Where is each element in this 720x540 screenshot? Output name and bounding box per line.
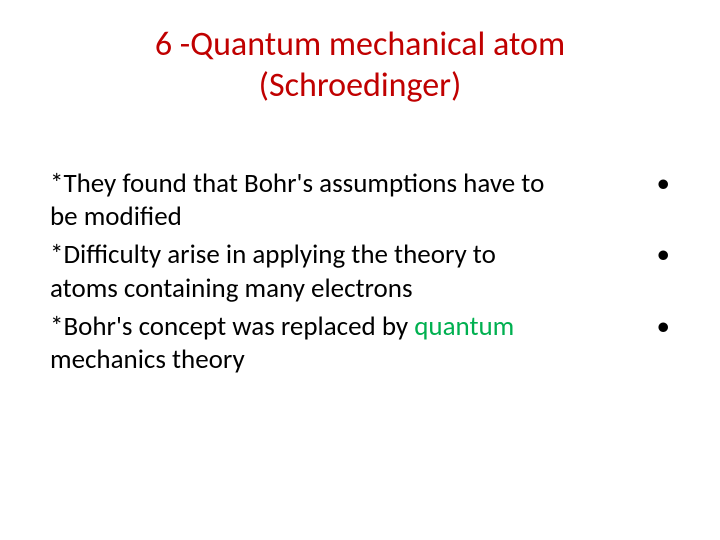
bullet-row: *Difficulty arise in applying the theory… xyxy=(50,238,670,306)
bullet-row: *They found that Bohr's assumptions have… xyxy=(50,167,670,235)
bullet-text-3: *Bohr's concept was replaced by quantum •… xyxy=(50,310,670,378)
bullet-marker-1: • xyxy=(657,167,670,201)
highlight-word: quantum xyxy=(414,310,514,343)
bullet-marker-3: • xyxy=(657,310,670,344)
slide-container: 6 -Quantum mechanical atom (Schroedinger… xyxy=(0,0,720,540)
title-line-2: (Schroedinger) xyxy=(50,66,670,107)
bullet-item-3: *Bohr's concept was replaced by quantum •… xyxy=(50,310,670,378)
bullet-marker-2: • xyxy=(657,238,670,272)
bullet-row: *Bohr's concept was replaced by quantum •… xyxy=(50,310,670,378)
bullet-text-2: *Difficulty arise in applying the theory… xyxy=(50,238,670,306)
title-line-1: 6 -Quantum mechanical atom xyxy=(50,25,670,66)
bullet-item-1: *They found that Bohr's assumptions have… xyxy=(50,167,670,235)
bullet-list: *They found that Bohr's assumptions have… xyxy=(50,167,670,378)
bullet-suffix-3: mechanics theory xyxy=(50,343,245,376)
bullet-item-2: *Difficulty arise in applying the theory… xyxy=(50,238,670,306)
bullet-text-1: *They found that Bohr's assumptions have… xyxy=(50,167,670,235)
slide-title: 6 -Quantum mechanical atom (Schroedinger… xyxy=(50,25,670,107)
bullet-prefix-3: *Bohr's concept was replaced by xyxy=(50,310,414,343)
